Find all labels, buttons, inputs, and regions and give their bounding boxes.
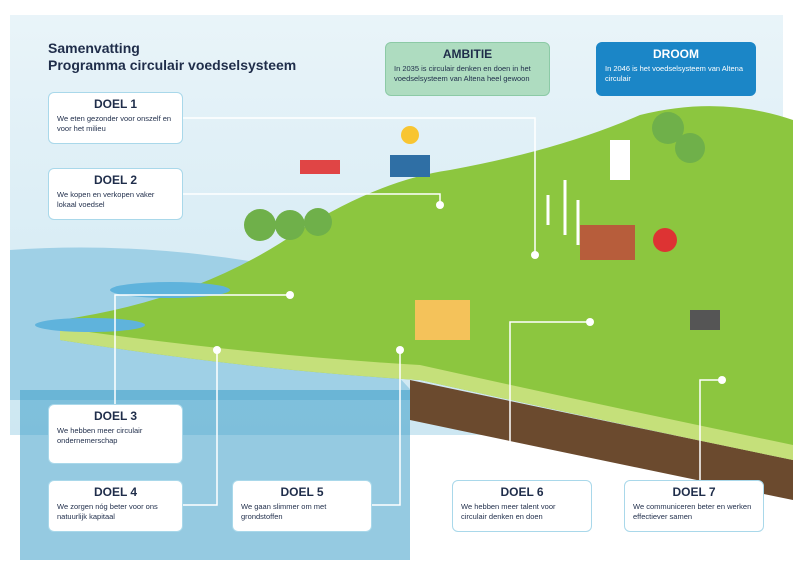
goal-title: DOEL 5 bbox=[241, 485, 363, 499]
goal-title: DOEL 3 bbox=[57, 409, 174, 423]
goal-title: DOEL 4 bbox=[57, 485, 174, 499]
factory bbox=[415, 300, 470, 340]
page: Samenvatting Programma circulair voedsel… bbox=[0, 0, 793, 569]
mill bbox=[610, 140, 630, 180]
boat bbox=[300, 160, 340, 174]
pond bbox=[35, 318, 145, 332]
box-text: In 2035 is circulair denken en doen in h… bbox=[394, 64, 541, 84]
goal-title: DOEL 1 bbox=[57, 97, 174, 111]
goal-box: DOEL 4 We zorgen nóg beter voor ons natuu… bbox=[48, 480, 183, 532]
solar-panel bbox=[390, 155, 430, 177]
goal-box: DOEL 2 We kopen en verkopen vaker lokaal … bbox=[48, 168, 183, 220]
goal-box: DOEL 3 We hebben meer circulair onderneme… bbox=[48, 404, 183, 464]
goal-text: We zorgen nóg beter voor ons natuurlijk … bbox=[57, 502, 174, 522]
goal-text: We eten gezonder voor onszelf en voor he… bbox=[57, 114, 174, 134]
barn bbox=[580, 225, 635, 260]
goal-box: DOEL 5 We gaan slimmer om met grondstoffe… bbox=[232, 480, 372, 532]
title: Samenvatting bbox=[48, 40, 296, 57]
goal-text: We hebben meer talent voor circulair den… bbox=[461, 502, 583, 522]
box-title: DROOM bbox=[605, 47, 747, 61]
goal-text: We gaan slimmer om met grondstoffen bbox=[241, 502, 363, 522]
droom-box: DROOM In 2046 is het voedselsysteem van … bbox=[596, 42, 756, 96]
goal-title: DOEL 2 bbox=[57, 173, 174, 187]
goal-box: DOEL 6 We hebben meer talent voor circula… bbox=[452, 480, 592, 532]
sun bbox=[401, 126, 419, 144]
goal-box: DOEL 7 We communiceren beter en werken ef… bbox=[624, 480, 764, 532]
goal-text: We hebben meer circulair ondernemerschap bbox=[57, 426, 174, 446]
tractor bbox=[690, 310, 720, 330]
goal-text: We communiceren beter en werken effectie… bbox=[633, 502, 755, 522]
header: Samenvatting Programma circulair voedsel… bbox=[48, 40, 296, 74]
box-text: In 2046 is het voedselsysteem van Altena… bbox=[605, 64, 747, 84]
goal-title: DOEL 7 bbox=[633, 485, 755, 499]
ambitie-box: AMBITIE In 2035 is circulair denken en d… bbox=[385, 42, 550, 96]
goal-box: DOEL 1 We eten gezonder voor onszelf en v… bbox=[48, 92, 183, 144]
box-title: AMBITIE bbox=[394, 47, 541, 61]
subtitle: Programma circulair voedselsysteem bbox=[48, 57, 296, 74]
goal-text: We kopen en verkopen vaker lokaal voedse… bbox=[57, 190, 174, 210]
goal-title: DOEL 6 bbox=[461, 485, 583, 499]
